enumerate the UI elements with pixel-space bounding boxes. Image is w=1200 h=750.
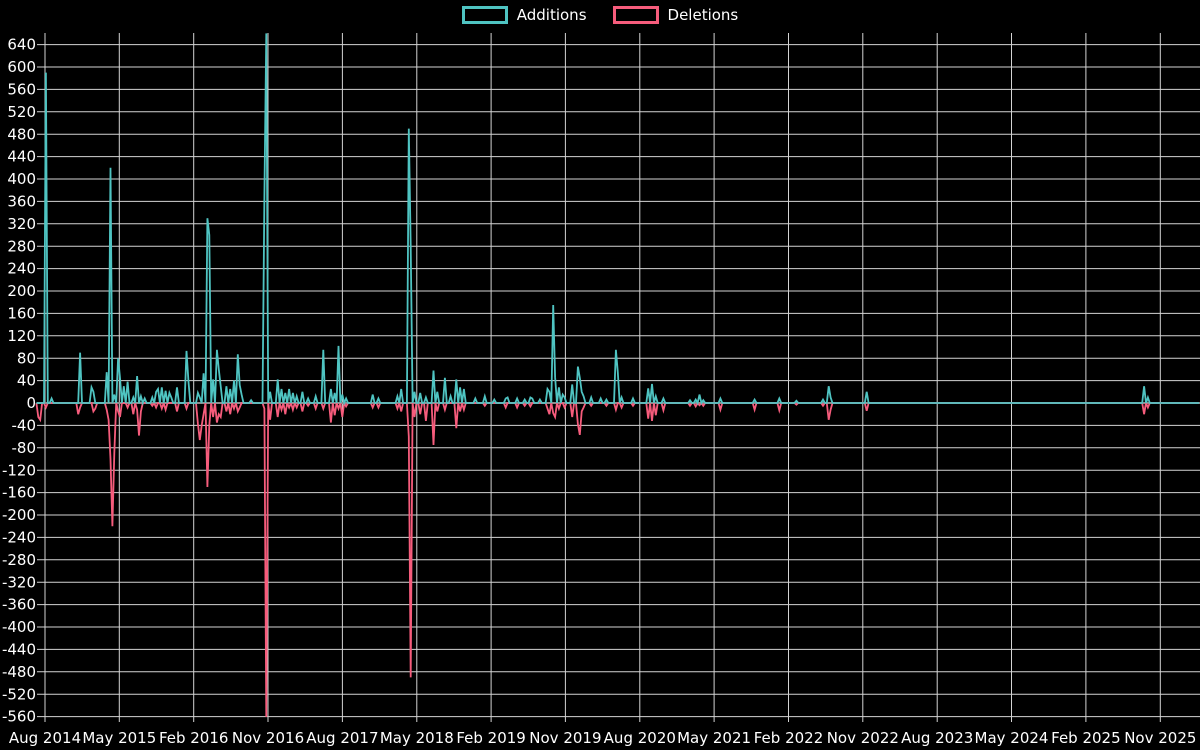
svg-text:Nov 2016: Nov 2016 (232, 729, 304, 747)
svg-text:-400: -400 (2, 618, 36, 636)
svg-text:480: 480 (7, 125, 36, 143)
svg-text:Nov 2025: Nov 2025 (1124, 729, 1196, 747)
y-axis-labels: 6406005605204804404003603202802402001601… (2, 36, 36, 726)
svg-text:Feb 2022: Feb 2022 (754, 729, 824, 747)
svg-text:40: 40 (17, 372, 36, 390)
svg-text:Aug 2014: Aug 2014 (9, 729, 81, 747)
svg-text:600: 600 (7, 58, 36, 76)
svg-text:560: 560 (7, 81, 36, 99)
svg-text:May 2021: May 2021 (677, 729, 751, 747)
legend-label-deletions: Deletions (667, 6, 739, 24)
svg-text:Aug 2023: Aug 2023 (901, 729, 973, 747)
svg-text:360: 360 (7, 193, 36, 211)
svg-text:160: 160 (7, 305, 36, 323)
svg-text:Feb 2019: Feb 2019 (456, 729, 526, 747)
svg-text:-120: -120 (2, 461, 36, 479)
legend-item-deletions[interactable]: Deletions (612, 6, 739, 24)
svg-text:-40: -40 (12, 417, 37, 435)
svg-text:-520: -520 (2, 685, 36, 703)
x-axis-labels: Aug 2014 May 2015 Feb 2016 Nov 2016 Aug 2017… (9, 729, 1197, 747)
svg-text:-280: -280 (2, 551, 36, 569)
grid-lines (37, 33, 1200, 722)
svg-text:Feb 2016: Feb 2016 (159, 729, 229, 747)
svg-text:-560: -560 (2, 708, 36, 726)
svg-text:200: 200 (7, 282, 36, 300)
svg-text:May 2015: May 2015 (82, 729, 156, 747)
svg-text:320: 320 (7, 215, 36, 233)
legend-item-additions[interactable]: Additions (461, 6, 587, 24)
deletions-line (35, 399, 1200, 717)
svg-text:640: 640 (7, 36, 36, 54)
svg-text:Aug 2017: Aug 2017 (306, 729, 378, 747)
svg-text:0: 0 (26, 394, 36, 412)
svg-text:-200: -200 (2, 506, 36, 524)
svg-text:Nov 2019: Nov 2019 (529, 729, 601, 747)
svg-text:Nov 2022: Nov 2022 (827, 729, 899, 747)
svg-text:440: 440 (7, 148, 36, 166)
svg-text:280: 280 (7, 237, 36, 255)
svg-text:-160: -160 (2, 484, 36, 502)
svg-text:Feb 2025: Feb 2025 (1051, 729, 1121, 747)
svg-text:May 2024: May 2024 (975, 729, 1049, 747)
additions-line (36, 33, 1200, 406)
svg-text:520: 520 (7, 103, 36, 121)
svg-text:-320: -320 (2, 573, 36, 591)
svg-text:120: 120 (7, 327, 36, 345)
svg-text:-480: -480 (2, 663, 36, 681)
additions-swatch-icon (461, 6, 508, 24)
svg-text:400: 400 (7, 170, 36, 188)
svg-text:80: 80 (17, 349, 36, 367)
svg-text:-440: -440 (2, 641, 36, 659)
svg-text:-360: -360 (2, 596, 36, 614)
svg-text:-80: -80 (12, 439, 37, 457)
svg-text:May 2018: May 2018 (380, 729, 454, 747)
legend-label-additions: Additions (516, 6, 587, 24)
svg-text:Aug 2020: Aug 2020 (604, 729, 676, 747)
chart-legend: Additions Deletions (0, 6, 1200, 24)
deletions-swatch-icon (612, 6, 659, 24)
svg-text:-240: -240 (2, 529, 36, 547)
svg-text:240: 240 (7, 260, 36, 278)
